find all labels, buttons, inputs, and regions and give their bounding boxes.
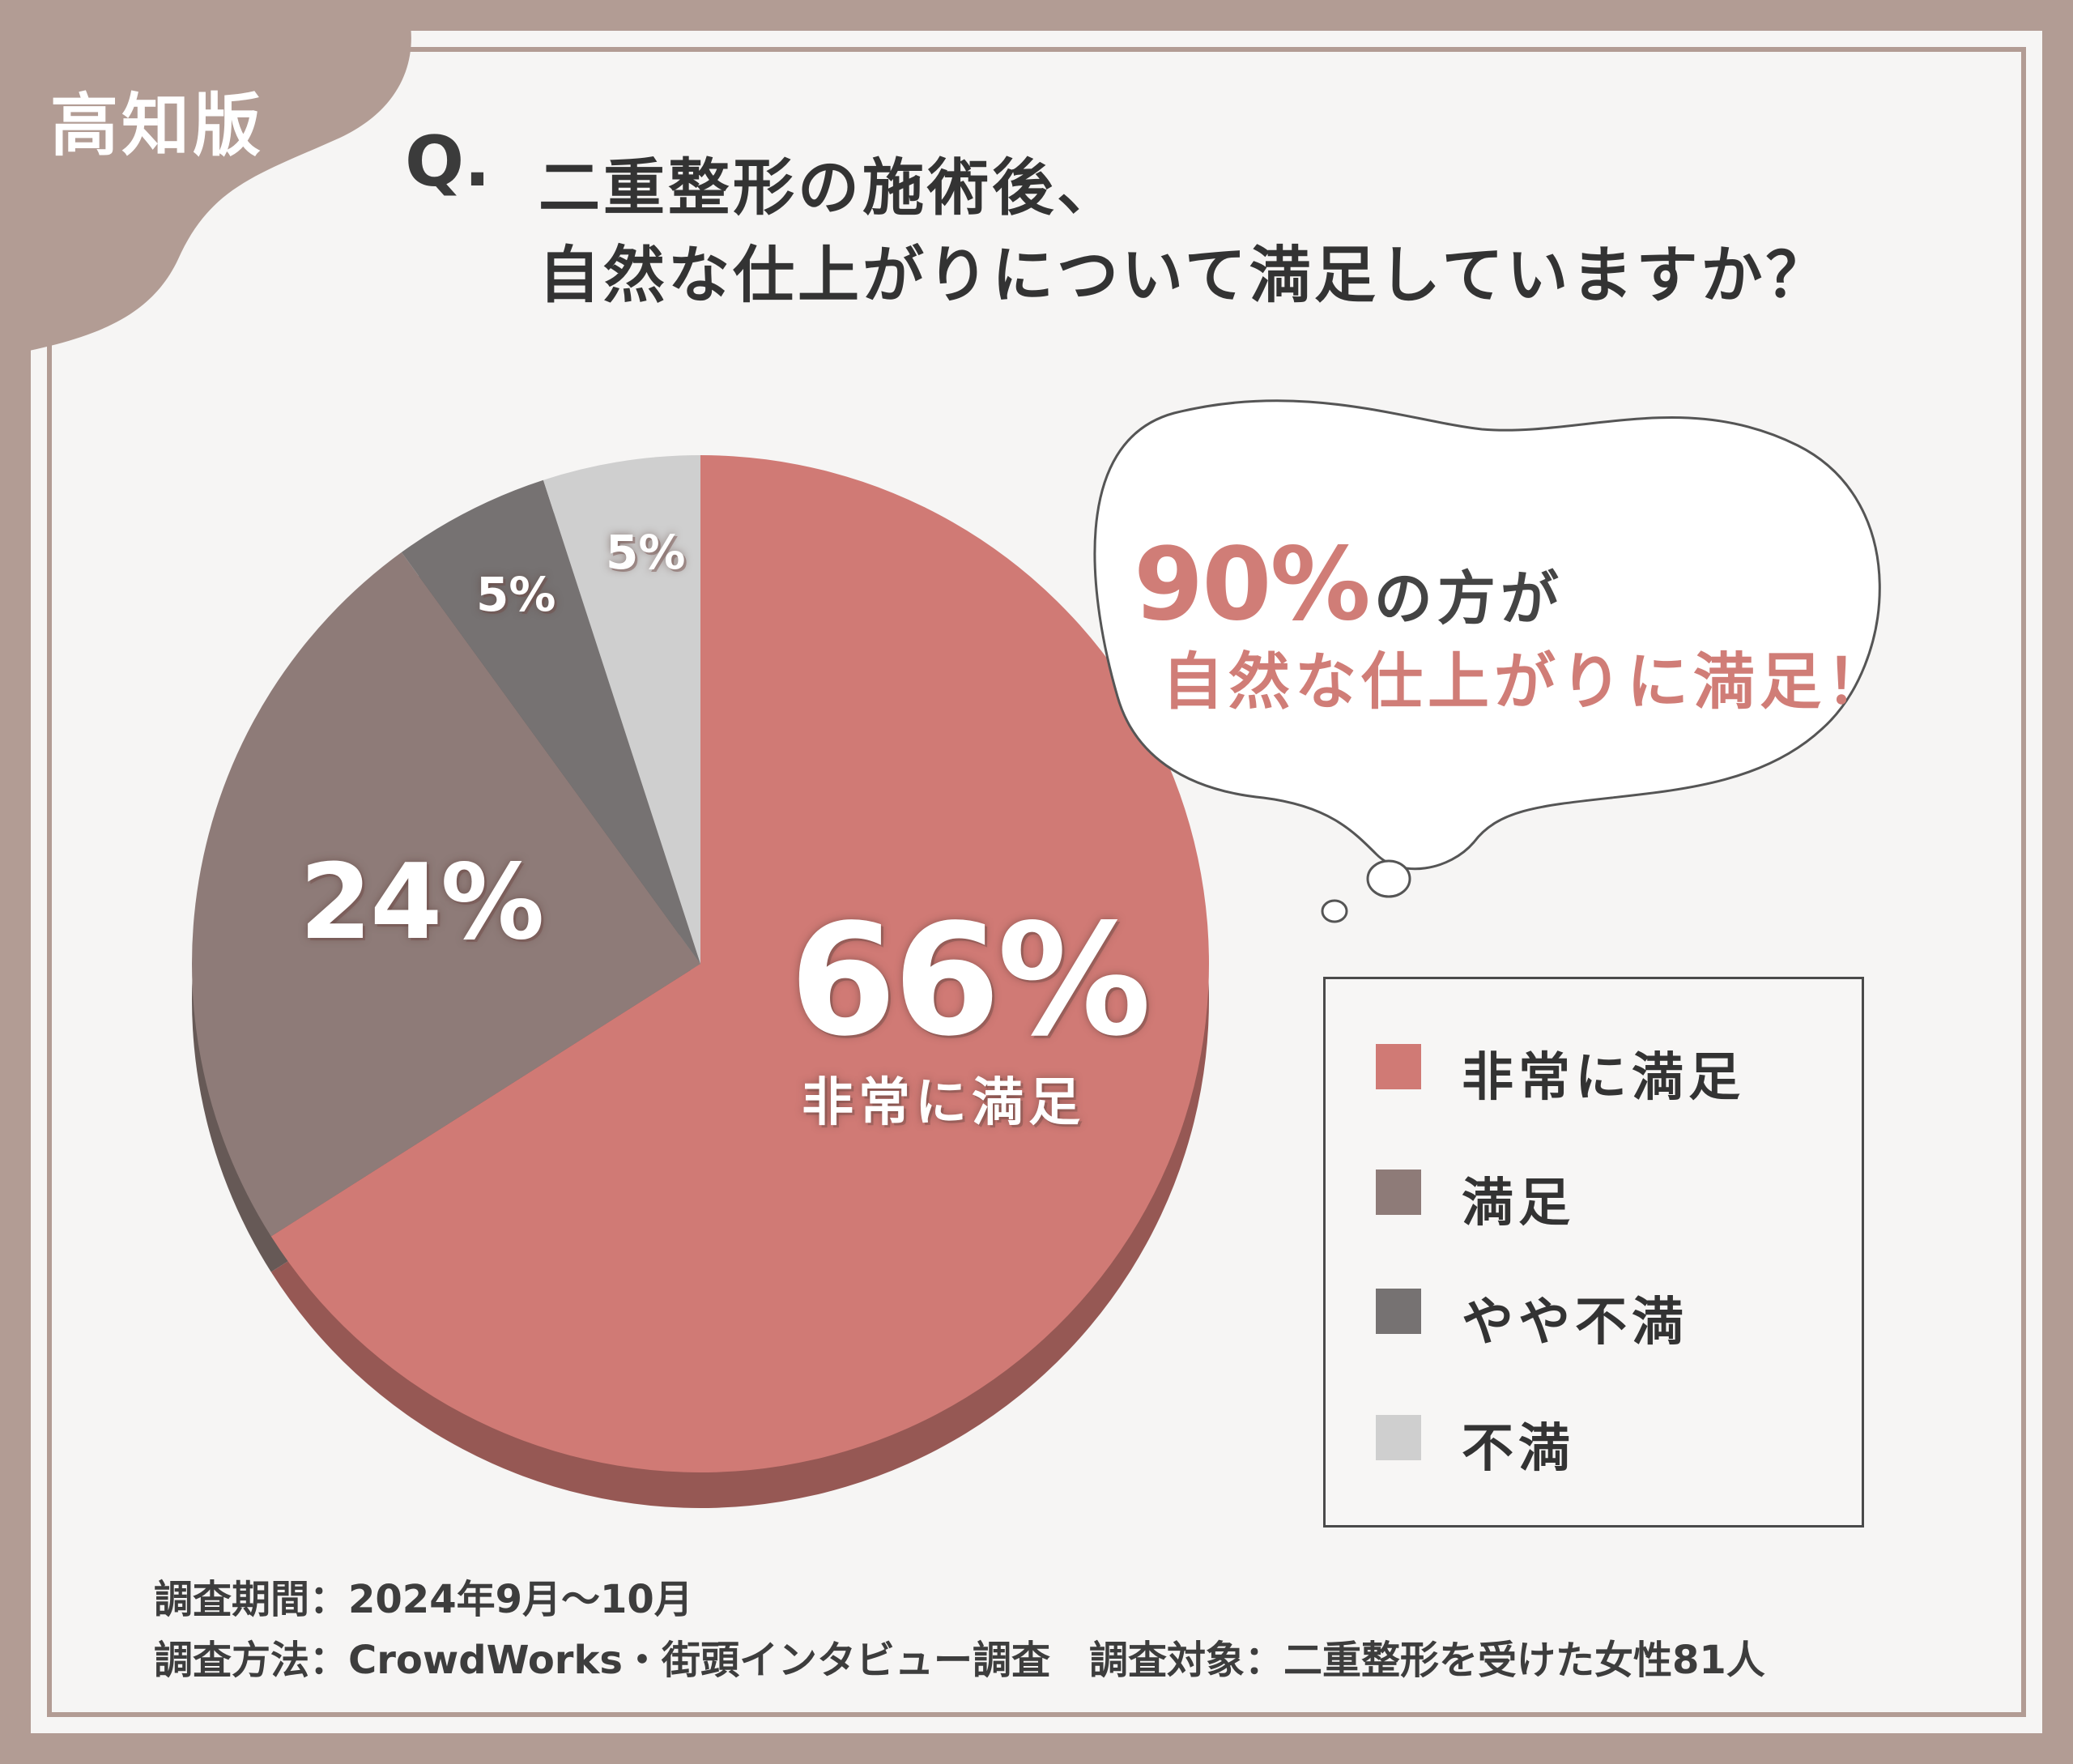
survey-method: 調査方法：CrowdWorks・街頭インタビュー調査 調査対象：二重整形を受けた… xyxy=(154,1638,1765,1683)
legend-label: 満足 xyxy=(1462,1174,1575,1234)
question-line-2: 自然な仕上がりについて満足していますか？ xyxy=(538,239,1831,311)
legend-label: やや不満 xyxy=(1462,1293,1688,1353)
pie-slice-satisfied xyxy=(191,552,700,1237)
legend-swatch xyxy=(1376,1170,1421,1215)
pie-slice-very-satisfied xyxy=(270,455,1209,1473)
legend-label: 不満 xyxy=(1462,1419,1575,1479)
question-line-1: 二重整形の施術後、 xyxy=(538,151,1122,224)
legend-swatch xyxy=(1376,1415,1421,1460)
slice-label-very-satisfied: 66% xyxy=(790,891,1151,1070)
region-tab-shape xyxy=(0,0,411,356)
region-tag: 高知版 xyxy=(50,86,265,165)
slice-label-dissatisfied: 5% xyxy=(606,525,686,580)
callout-line-1: 90%の方が xyxy=(1134,526,1564,643)
pie-slice-dissatisfied xyxy=(543,455,700,964)
slice-label-satisfied: 24% xyxy=(300,842,544,963)
legend-swatch xyxy=(1376,1044,1421,1089)
question-prefix: Q. xyxy=(405,121,491,202)
slice-label-somewhat-dissatisfied: 5% xyxy=(476,567,556,622)
callout-line-2: 自然な仕上がりに満足！ xyxy=(1162,646,1892,718)
survey-period: 調査期間：2024年9月～10月 xyxy=(154,1577,693,1622)
pie-slice-somewhat-dissatisfied xyxy=(401,479,700,964)
callout-suffix: の方が xyxy=(1373,565,1564,633)
legend: 非常に満足 満足 やや不満 不満 xyxy=(1323,977,1864,1528)
callout-highlight: 90% xyxy=(1134,526,1371,643)
slice-category-very-satisfied: 非常に満足 xyxy=(802,1073,1085,1133)
legend-label: 非常に満足 xyxy=(1462,1048,1745,1108)
legend-swatch xyxy=(1376,1289,1421,1334)
